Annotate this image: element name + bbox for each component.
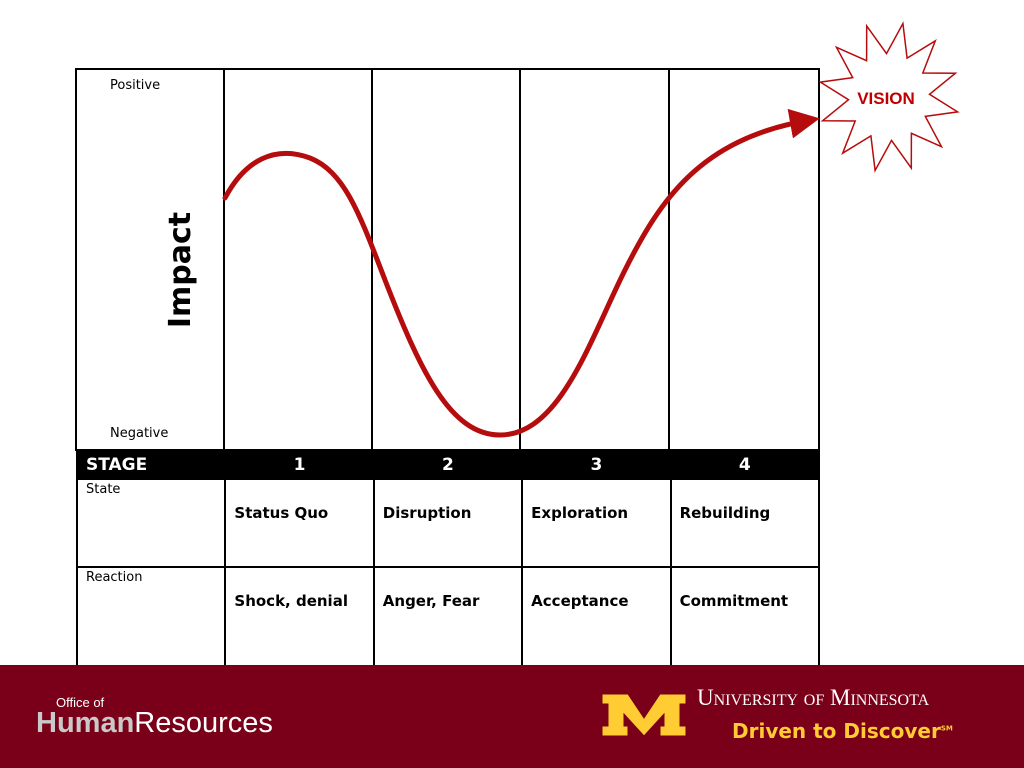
- cell: Acceptance: [521, 566, 672, 677]
- hr-resources: Resources: [134, 707, 273, 739]
- tagline-text: Driven to Discover: [732, 719, 941, 743]
- m-shape: [601, 693, 687, 737]
- cell: Disruption: [372, 478, 524, 568]
- chart-frame: [75, 68, 820, 451]
- hr-human: Human: [36, 707, 135, 739]
- header-cell: 1: [224, 450, 375, 480]
- header-cell: 2: [372, 450, 524, 480]
- header-cell: STAGE: [75, 450, 227, 480]
- row: Reaction Shock, denial Anger, Fear Accep…: [75, 566, 821, 677]
- row: State Status Quo Disruption Exploration …: [75, 478, 821, 568]
- axis-bottom: Negative: [110, 426, 168, 441]
- footer: Office of HumanResources University of M…: [0, 665, 1024, 768]
- change-curve: [222, 108, 820, 438]
- cell: Rebuilding: [669, 478, 821, 568]
- vision-label: VISION: [857, 89, 915, 108]
- m-logo: [601, 693, 687, 737]
- row-label: Reaction: [75, 566, 227, 677]
- diagram: Positive Negative Impact VISION: [75, 21, 960, 451]
- cell: Exploration: [521, 478, 672, 568]
- vision-burst: [818, 21, 960, 173]
- cell: Anger, Fear: [372, 566, 524, 677]
- hr-logo: HumanResources: [36, 707, 273, 740]
- row-label: State: [75, 478, 227, 568]
- cell: Shock, denial: [224, 566, 375, 677]
- office-of: Office of: [56, 695, 105, 710]
- stage-table: STAGE 1 2 3 4 State Status Quo Disruptio…: [75, 450, 821, 677]
- header-cell: 3: [521, 450, 672, 480]
- axis-top: Positive: [110, 78, 160, 93]
- cell: Commitment: [669, 566, 821, 677]
- tagline: Driven to DiscoverSM: [732, 719, 953, 743]
- service-mark: SM: [940, 724, 953, 733]
- axis-label: Impact: [163, 212, 198, 328]
- cell: Status Quo: [224, 478, 375, 568]
- header-row: STAGE 1 2 3 4: [75, 450, 821, 480]
- university: University of Minnesota: [697, 685, 930, 710]
- header-cell: 4: [669, 450, 821, 480]
